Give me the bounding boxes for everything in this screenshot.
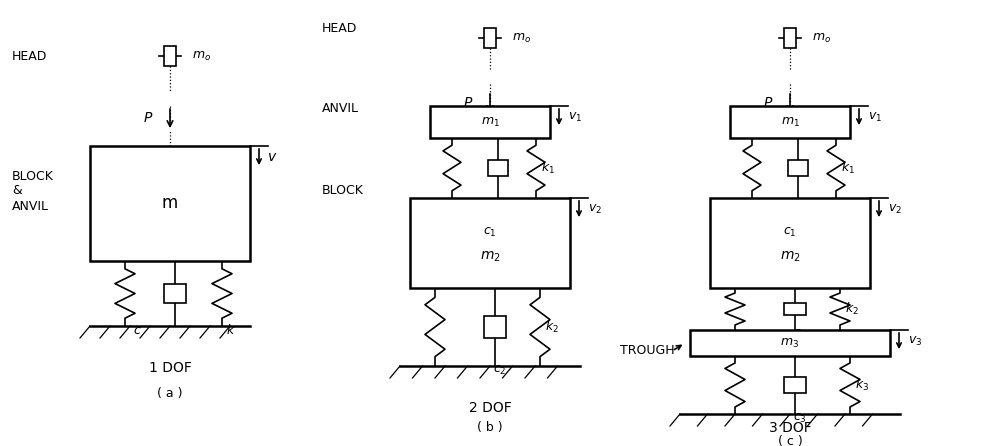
Text: 3 DOF: 3 DOF [769,421,811,435]
Text: m: m [162,194,178,212]
Text: $v_2$: $v_2$ [588,202,602,215]
Text: c: c [133,324,139,337]
Text: $k_2$: $k_2$ [545,319,559,335]
Bar [710,198,870,288]
Text: $c_2$: $c_2$ [493,364,507,377]
Text: 1 DOF: 1 DOF [148,361,191,375]
Text: $v_3$: $v_3$ [908,334,922,347]
Text: $c_2$: $c_2$ [793,328,806,341]
Bar [164,46,176,66]
Text: $k_2$: $k_2$ [845,301,859,317]
Text: $c_1$: $c_1$ [784,226,796,239]
Text: $k_1$: $k_1$ [841,160,855,176]
Bar [789,160,808,177]
Text: TROUGH: TROUGH [620,344,675,358]
Text: &: & [12,185,22,198]
Text: $m_1$: $m_1$ [781,116,799,128]
Text: HEAD: HEAD [322,21,357,34]
Text: $m_o$: $m_o$ [812,32,831,45]
Text: $m_3$: $m_3$ [781,336,799,350]
Text: $c_1$: $c_1$ [483,226,497,239]
Text: BLOCK: BLOCK [12,169,54,182]
Text: v: v [268,150,276,164]
Bar [430,106,550,138]
Bar [90,146,250,261]
Bar [690,330,890,356]
Text: $v_1$: $v_1$ [868,111,882,124]
Text: ( c ): ( c ) [778,435,802,446]
Text: ANVIL: ANVIL [322,102,359,115]
Text: $c_3$: $c_3$ [793,412,807,425]
Bar [784,303,806,315]
Text: $m_o$: $m_o$ [512,32,531,45]
Text: $m_2$: $m_2$ [479,249,501,264]
Bar [784,377,806,393]
Text: $v_1$: $v_1$ [568,111,582,124]
Text: HEAD: HEAD [12,50,47,62]
Text: BLOCK: BLOCK [322,185,364,198]
Text: $m_1$: $m_1$ [480,116,500,128]
Text: ( a ): ( a ) [157,388,183,401]
Text: 2 DOF: 2 DOF [468,401,512,415]
Text: $k_1$: $k_1$ [541,160,555,176]
Bar [784,28,796,48]
Text: $m_2$: $m_2$ [780,249,800,264]
Text: k: k [227,324,235,337]
Bar [730,106,850,138]
Text: $m_o$: $m_o$ [192,50,211,62]
Text: ( b ): ( b ) [477,421,503,434]
Bar [488,160,508,177]
Bar [410,198,570,288]
Text: $v_2$: $v_2$ [888,202,902,215]
Text: ANVIL: ANVIL [12,199,49,212]
Bar [484,28,496,48]
Text: P: P [764,96,772,110]
Text: $k_3$: $k_3$ [855,377,869,393]
Bar [484,316,506,338]
Text: P: P [143,111,152,125]
Bar [164,285,187,302]
Text: P: P [464,96,472,110]
